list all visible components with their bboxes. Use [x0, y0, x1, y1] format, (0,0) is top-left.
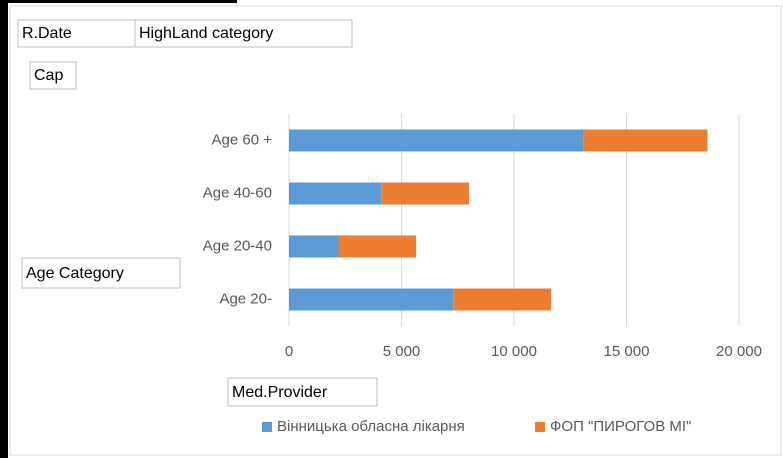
x-tick-label: 5 000 — [383, 343, 421, 360]
field-label[interactable]: Cap — [34, 67, 63, 84]
y-tick-label: Age 60 + — [212, 131, 273, 148]
x-tick-label: 15 000 — [604, 343, 650, 360]
field-label[interactable]: R.Date — [22, 25, 72, 42]
y-tick-label: Age 40-60 — [203, 184, 272, 201]
x-tick-label: 0 — [285, 343, 293, 360]
legend-label: ФОП "ПИРОГОВ МІ" — [550, 418, 691, 435]
bar — [453, 288, 552, 311]
frame-edge — [0, 0, 8, 458]
x-tick-label: 20 000 — [716, 343, 762, 360]
bar — [289, 182, 382, 205]
field-label[interactable]: Age Category — [26, 265, 124, 282]
legend-swatch — [262, 422, 272, 432]
bar — [381, 182, 469, 205]
frame-edge — [0, 0, 237, 3]
field-button[interactable]: HighLand category — [134, 19, 353, 48]
bar — [289, 235, 339, 258]
bar — [338, 235, 417, 258]
bar — [289, 288, 454, 311]
chart-area — [9, 5, 782, 456]
field-button[interactable]: Med.Provider — [227, 377, 378, 407]
field-label[interactable]: Med.Provider — [232, 384, 328, 401]
field-button[interactable]: R.Date — [17, 19, 136, 48]
x-tick-label: 10 000 — [491, 343, 537, 360]
y-tick-label: Age 20- — [219, 290, 272, 307]
y-tick-label: Age 20-40 — [203, 237, 272, 254]
legend-label: Вінницька обласна лікарня — [277, 418, 465, 435]
field-button[interactable]: Cap — [29, 61, 77, 90]
bar — [289, 129, 584, 152]
field-button[interactable]: Age Category — [21, 257, 181, 289]
field-label[interactable]: HighLand category — [139, 25, 273, 42]
bar — [583, 129, 708, 152]
legend-swatch — [535, 422, 545, 432]
